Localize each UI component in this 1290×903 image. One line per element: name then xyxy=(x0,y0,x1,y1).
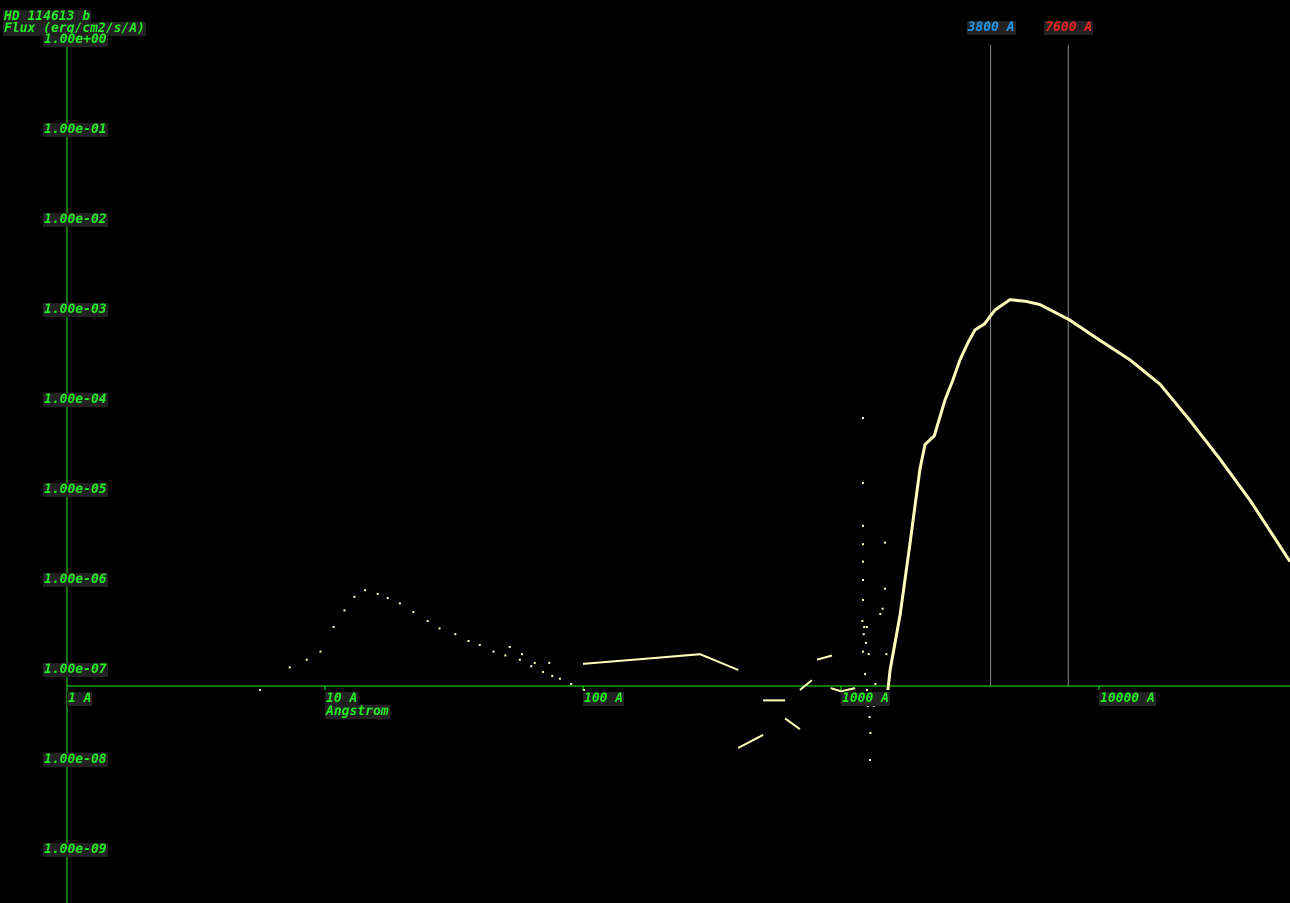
xray-point xyxy=(454,633,457,636)
xray-point xyxy=(478,643,481,646)
x-tick-label: 1000 A xyxy=(841,691,890,706)
wavelength-marker-label: 3800 A xyxy=(966,20,1016,35)
spectrum-main-curve xyxy=(886,298,1290,691)
noise-point xyxy=(868,716,871,719)
xray-point xyxy=(548,661,551,664)
noise-point xyxy=(865,641,868,644)
spectrum-data xyxy=(259,298,1290,761)
xray-point xyxy=(530,665,533,668)
noise-point xyxy=(881,607,884,610)
noise-point xyxy=(879,612,882,615)
spectrum-segment xyxy=(784,717,801,731)
wavelength-marker-label: 7600 A xyxy=(1044,20,1094,35)
noise-point xyxy=(883,541,886,544)
xray-point xyxy=(319,650,322,653)
xray-point xyxy=(288,666,291,669)
y-tick-label: 1.00e-09 xyxy=(43,842,108,857)
xray-point xyxy=(438,627,441,630)
x-tick-label: 10 A xyxy=(325,691,359,706)
y-tick-label: 1.00e-05 xyxy=(43,482,108,497)
y-tick-label: 1.00e-03 xyxy=(43,302,108,317)
noise-point xyxy=(862,524,865,527)
xray-point xyxy=(583,688,586,691)
xray-point xyxy=(259,688,262,691)
y-tick-label: 1.00e-02 xyxy=(43,212,108,227)
noise-point xyxy=(874,682,877,685)
xray-point xyxy=(492,650,495,653)
y-tick-label: 1.00e-04 xyxy=(43,392,108,407)
axes xyxy=(66,40,1290,903)
wavelength-markers xyxy=(990,45,1069,686)
xray-point xyxy=(305,658,308,661)
xray-point xyxy=(551,674,554,677)
noise-point xyxy=(861,620,864,623)
noise-point xyxy=(862,633,865,636)
spectrum-segment xyxy=(816,654,833,661)
noise-point xyxy=(862,481,865,484)
noise-point xyxy=(864,673,867,676)
xray-point xyxy=(533,661,536,664)
x-tick-label: 10000 A xyxy=(1099,691,1156,706)
xray-point xyxy=(508,646,511,649)
noise-point xyxy=(865,688,868,691)
y-tick-label: 1.00e+00 xyxy=(43,32,108,47)
y-tick-label: 1.00e-01 xyxy=(43,122,108,137)
xray-point xyxy=(426,620,429,623)
xray-point xyxy=(504,654,507,657)
y-tick-label: 1.00e-06 xyxy=(43,572,108,587)
xray-point xyxy=(353,595,356,598)
spectrum-segment xyxy=(737,734,764,749)
xray-point xyxy=(376,592,379,595)
noise-point xyxy=(862,650,865,653)
spectrum-segment xyxy=(799,679,813,691)
xray-point xyxy=(364,589,367,592)
noise-point xyxy=(865,626,868,629)
noise-point xyxy=(867,653,870,656)
xray-point xyxy=(398,602,401,605)
chart-title: HD 114613 b xyxy=(3,9,92,24)
xray-point xyxy=(542,671,545,674)
x-axis-label: Angstrom xyxy=(325,704,390,719)
xray-point xyxy=(570,682,573,685)
xray-point xyxy=(467,640,470,643)
xray-point xyxy=(343,609,346,612)
y-tick-label: 1.00e-08 xyxy=(43,752,108,767)
noise-point xyxy=(862,579,865,581)
x-tick-label: 1 A xyxy=(67,691,93,706)
xray-point xyxy=(558,677,561,680)
noise-point xyxy=(868,759,871,761)
y-tick-label: 1.00e-07 xyxy=(43,662,108,677)
y-axis-label: Flux (erg/cm2/s/A) xyxy=(3,21,146,36)
noise-point xyxy=(883,587,886,590)
noise-point xyxy=(869,731,872,734)
noise-point xyxy=(862,543,865,546)
xray-point xyxy=(332,626,335,629)
xray-point xyxy=(518,658,521,661)
noise-point xyxy=(885,653,888,656)
spectrum-segment xyxy=(582,653,739,671)
noise-point xyxy=(862,598,865,601)
spectrum-segment xyxy=(830,687,856,693)
xray-point xyxy=(412,611,415,614)
xray-point xyxy=(520,653,523,656)
noise-point xyxy=(862,560,865,563)
noise-point xyxy=(862,417,865,420)
x-tick-label: 100 A xyxy=(583,691,625,706)
xray-point xyxy=(386,597,389,600)
noise-point xyxy=(863,626,866,629)
